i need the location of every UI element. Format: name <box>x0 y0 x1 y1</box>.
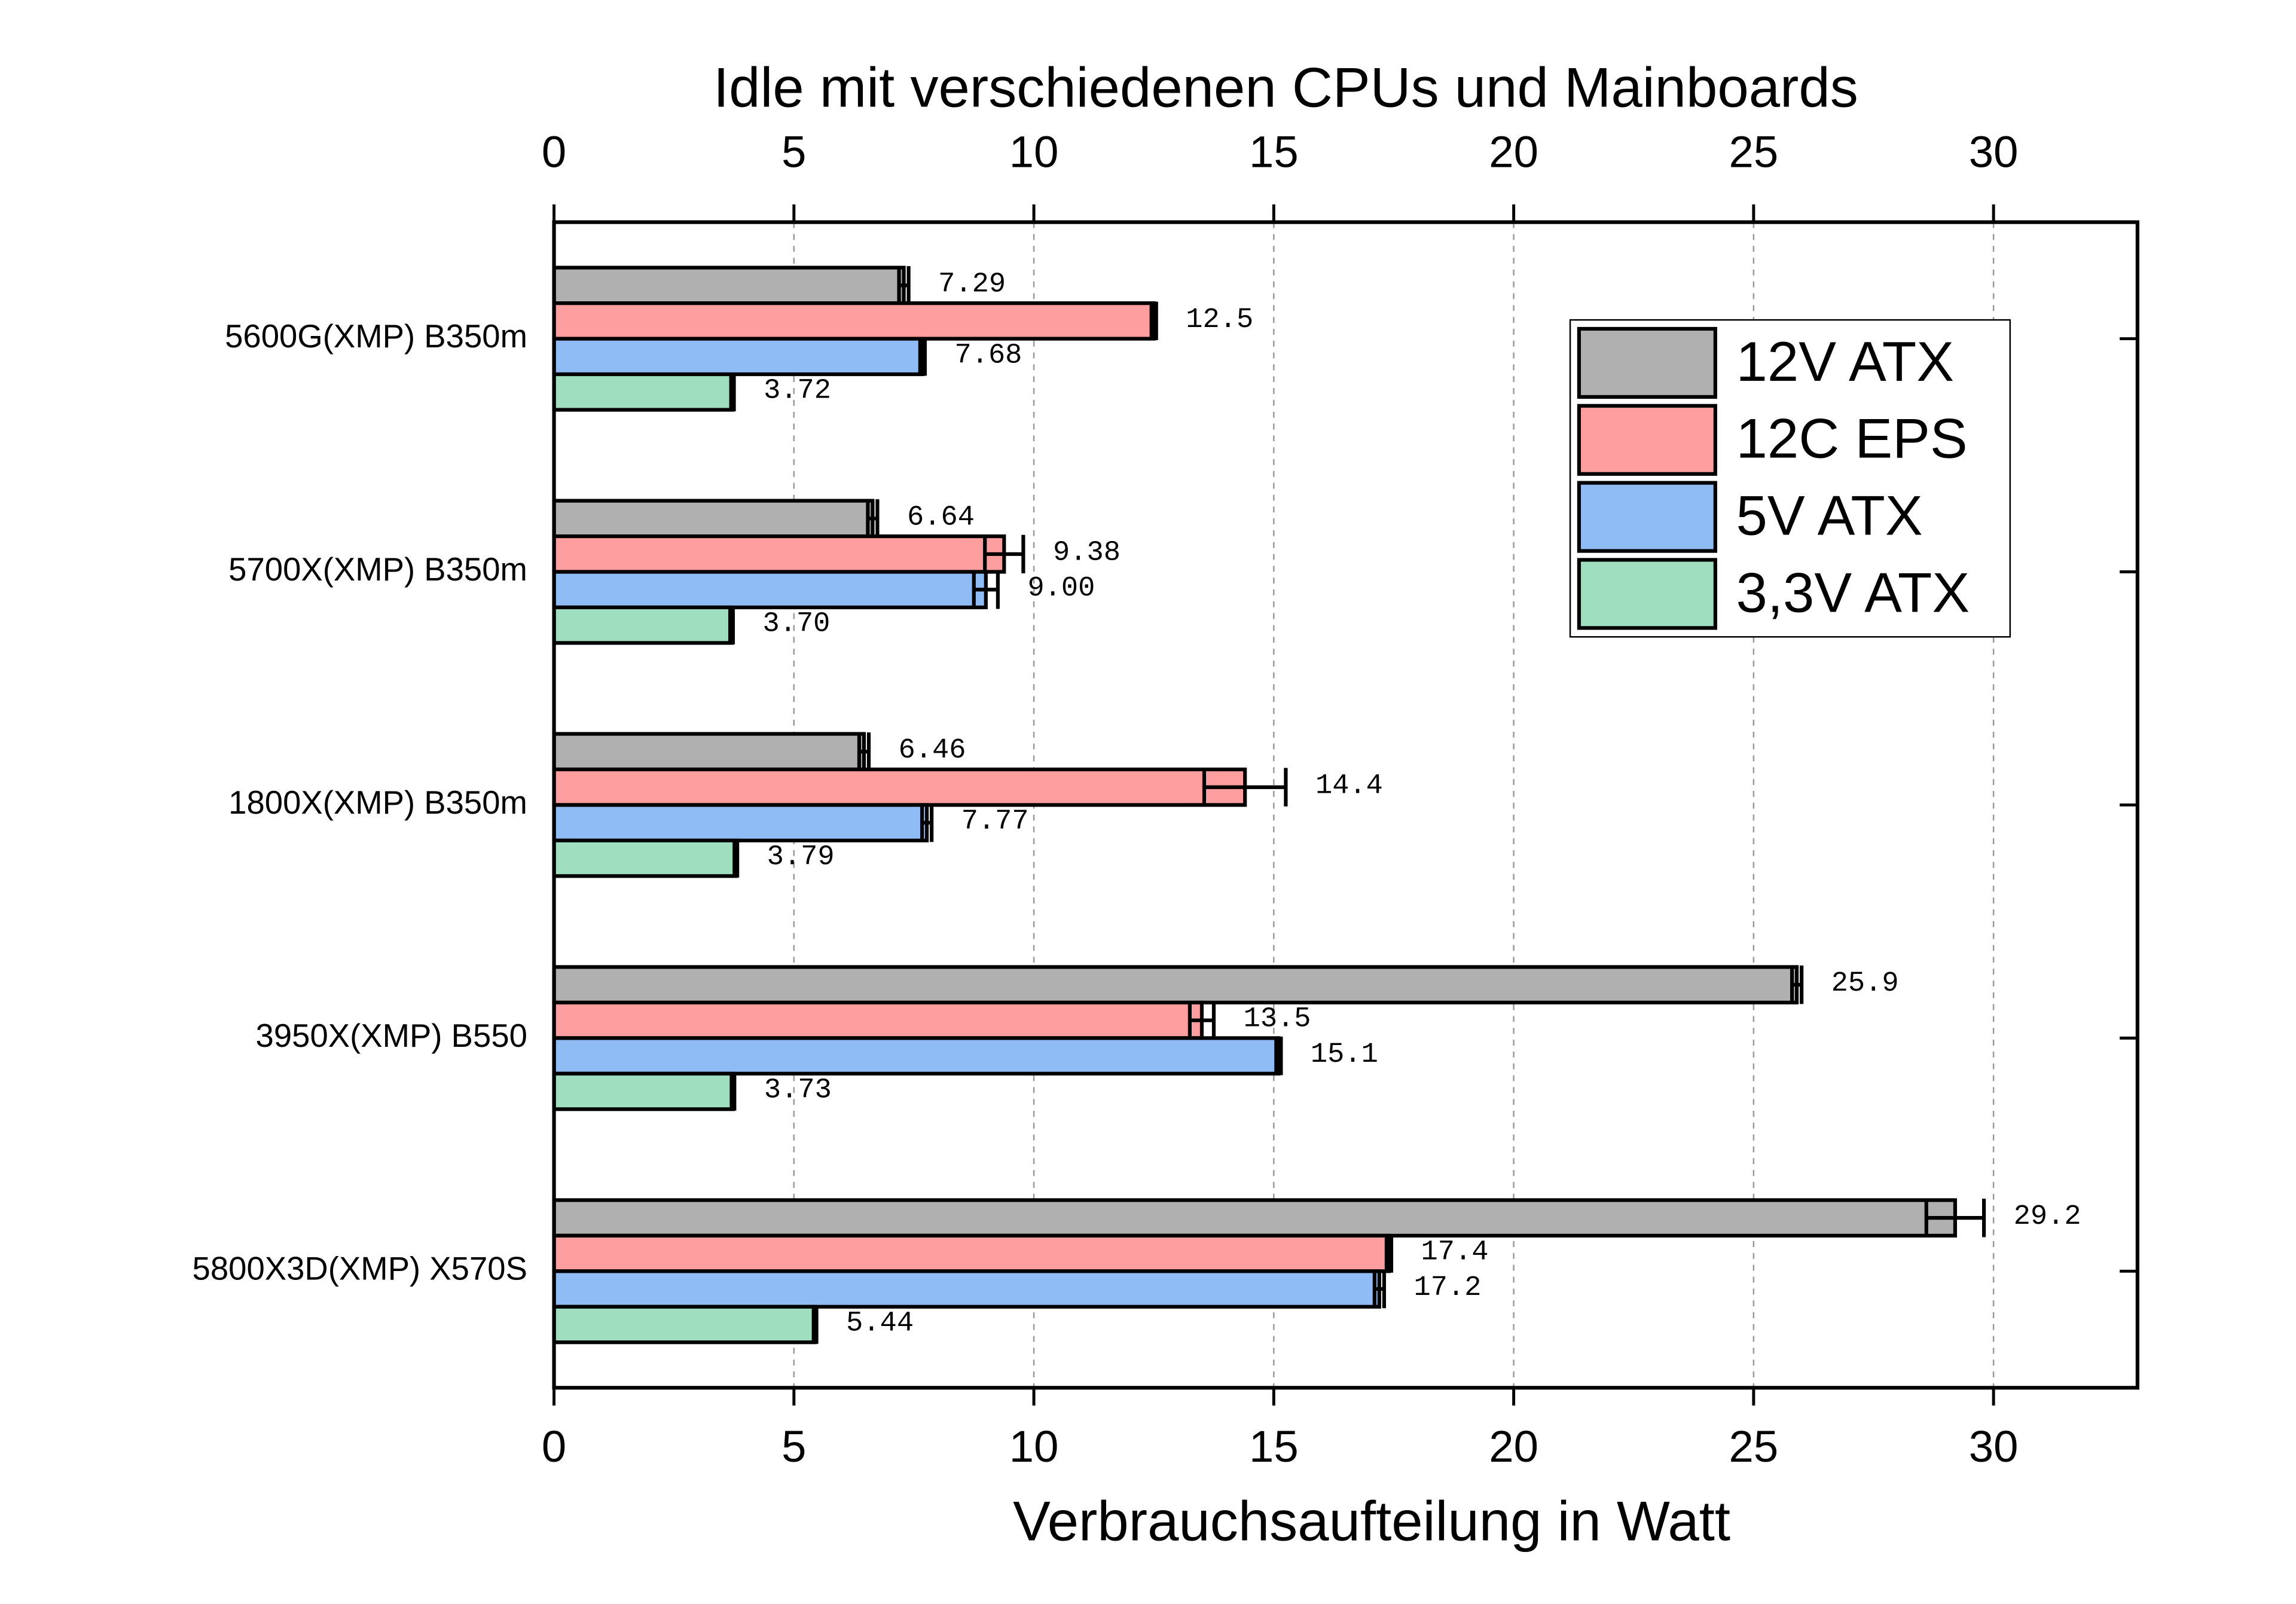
bar <box>552 570 988 610</box>
error-bar <box>1924 1198 1986 1238</box>
error-bar <box>1202 768 1288 806</box>
error-bar <box>1372 1269 1387 1309</box>
value-label: 17.2 <box>1413 1272 1481 1304</box>
value-label: 9.00 <box>1027 573 1095 604</box>
error-bar <box>1790 966 1804 1004</box>
bar <box>552 803 929 843</box>
error-bar <box>857 732 871 771</box>
value-label: 5.44 <box>846 1307 914 1339</box>
legend-swatch <box>1577 326 1717 399</box>
legend-swatch <box>1577 481 1717 553</box>
legend-swatch <box>1577 404 1717 476</box>
value-label: 9.38 <box>1053 537 1120 569</box>
value-label: 17.4 <box>1421 1237 1489 1269</box>
bar <box>552 838 738 878</box>
error-bar <box>972 570 1000 609</box>
x-tick-label-top: 20 <box>1489 127 1538 177</box>
bar <box>552 1233 1391 1273</box>
value-label: 3.73 <box>764 1075 832 1107</box>
bar <box>552 1036 1281 1076</box>
value-label: 12.5 <box>1186 304 1253 336</box>
legend-label: 3,3V ATX <box>1736 561 1970 624</box>
error-bar <box>897 266 911 305</box>
x-tick-label-top: 30 <box>1969 127 2019 177</box>
bar <box>552 1304 817 1345</box>
bar <box>552 1000 1204 1040</box>
bar <box>552 534 1006 574</box>
value-label: 3.70 <box>762 609 830 640</box>
legend-swatch <box>1577 558 1717 630</box>
value-label: 6.46 <box>899 735 966 766</box>
value-label: 29.2 <box>2014 1201 2081 1233</box>
value-label: 6.64 <box>907 502 975 533</box>
error-bar <box>728 606 735 644</box>
error-bar <box>1384 1234 1394 1273</box>
legend-label: 5V ATX <box>1736 484 1923 546</box>
error-bar <box>732 839 740 878</box>
value-label: 3.72 <box>764 375 831 407</box>
x-tick-label: 0 <box>542 1422 566 1471</box>
bar <box>552 965 1799 1005</box>
value-label: 13.5 <box>1244 1004 1311 1035</box>
error-bar <box>1274 1036 1283 1076</box>
x-tick-label: 5 <box>781 1422 806 1471</box>
bar <box>552 499 875 539</box>
bar <box>552 265 906 305</box>
x-axis-label: Verbrauchsaufteilung in Watt <box>1013 1490 1730 1553</box>
error-bar <box>918 337 927 376</box>
bar <box>552 605 734 645</box>
x-tick-label: 10 <box>1009 1422 1059 1471</box>
x-tick-label: 20 <box>1489 1422 1538 1471</box>
x-tick-label: 30 <box>1969 1422 2019 1471</box>
legend-label: 12V ATX <box>1736 330 1955 393</box>
legend-label: 12C EPS <box>1736 407 1968 470</box>
y-tick-label: 5700X(XMP) B350m <box>228 551 527 588</box>
y-tick-label: 5600G(XMP) B350m <box>225 318 527 355</box>
error-bar <box>983 534 1025 573</box>
value-label: 7.29 <box>938 268 1006 300</box>
error-bar <box>811 1305 819 1344</box>
bar <box>552 732 866 772</box>
error-bar <box>1149 301 1158 341</box>
error-bar <box>920 803 934 842</box>
plot-frame <box>552 220 2139 1390</box>
x-tick-label-top: 10 <box>1009 127 1059 177</box>
bar <box>552 1198 1958 1238</box>
x-tick-label-top: 5 <box>781 127 806 177</box>
chart-title: Idle mit verschiedenen CPUs und Mainboar… <box>713 56 1858 118</box>
value-label: 25.9 <box>1831 968 1899 1000</box>
bar <box>552 301 1156 341</box>
y-tick-label: 1800X(XMP) B350m <box>228 784 527 821</box>
value-label: 7.77 <box>961 806 1029 838</box>
error-bar <box>729 1072 737 1111</box>
bar <box>552 337 925 377</box>
bar <box>552 767 1247 807</box>
bar <box>552 1269 1382 1309</box>
error-bar <box>866 499 880 538</box>
error-bar <box>1187 1001 1216 1040</box>
value-label: 3.79 <box>767 842 835 873</box>
bar <box>552 372 735 412</box>
error-bar <box>729 372 736 411</box>
x-tick-label-top: 25 <box>1729 127 1779 177</box>
value-label: 14.4 <box>1315 771 1383 802</box>
y-tick-label: 5800X3D(XMP) X570S <box>193 1251 527 1287</box>
bar <box>552 1071 735 1111</box>
x-tick-label: 15 <box>1249 1422 1299 1471</box>
value-label: 15.1 <box>1311 1039 1378 1071</box>
x-tick-label-top: 0 <box>542 127 566 177</box>
y-tick-label: 3950X(XMP) B550 <box>256 1018 527 1054</box>
x-tick-label: 25 <box>1729 1422 1779 1471</box>
value-label: 7.68 <box>954 340 1022 371</box>
x-tick-label-top: 15 <box>1249 127 1299 177</box>
